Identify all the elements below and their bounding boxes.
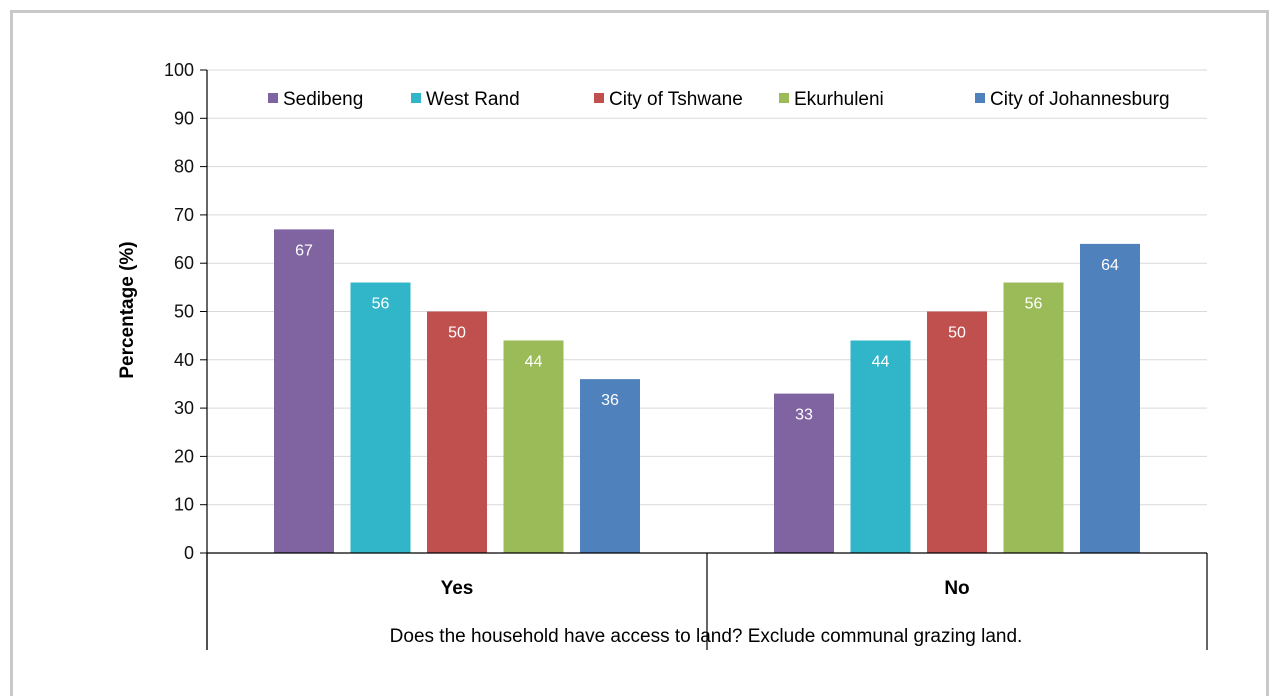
y-tick-label: 0 [184,543,194,563]
y-tick-label: 60 [174,253,194,273]
legend-label: West Rand [426,89,520,110]
legend-swatch [268,93,278,103]
y-tick-label: 50 [174,302,194,322]
bar [1003,282,1064,553]
y-tick-label: 70 [174,205,194,225]
y-tick-label: 80 [174,157,194,177]
legend-swatch [975,93,985,103]
data-label: 56 [1025,296,1043,313]
data-label: 36 [601,392,619,409]
legend-label: City of Johannesburg [990,89,1170,110]
bar [350,282,411,553]
y-tick-label: 100 [164,60,194,80]
data-label: 56 [372,296,390,313]
y-tick-label: 20 [174,446,194,466]
y-tick-label: 10 [174,495,194,515]
y-axis-title: Percentage (%) [117,241,138,378]
legend-swatch [779,93,789,103]
legend-swatch [594,93,604,103]
bar [580,379,640,553]
data-label: 50 [948,325,966,342]
x-category-label: No [944,578,969,599]
legend: Sedibeng West Rand City of Tshwane Ekurhule… [268,89,1170,110]
y-tick-labels: 0 10 20 30 40 50 60 70 80 90 100 [164,60,194,563]
y-tick-label: 90 [174,108,194,128]
bars [274,229,1140,553]
bar [927,311,987,553]
bar [274,229,334,553]
data-label: 44 [525,353,543,370]
bar [427,311,487,553]
legend-label: City of Tshwane [609,89,743,110]
data-label: 50 [448,325,466,342]
legend-label: Ekurhuleni [794,89,884,110]
y-tick-label: 40 [174,350,194,370]
data-label: 33 [795,407,813,424]
legend-label: Sedibeng [283,89,363,110]
bar [850,340,911,553]
legend-swatch [411,93,421,103]
x-category-label: Yes [441,578,474,599]
bar [1080,243,1140,553]
data-label: 64 [1101,257,1119,274]
data-labels: 67 56 50 44 36 33 44 50 56 64 [295,242,1119,423]
axes [206,70,1208,650]
data-label: 67 [295,242,313,259]
bar [774,393,834,553]
x-category-labels: Yes No [441,578,970,599]
data-label: 44 [872,353,890,370]
x-axis-title: Does the household have access to land? … [390,626,1023,647]
y-tick-label: 30 [174,398,194,418]
bar [503,340,564,553]
